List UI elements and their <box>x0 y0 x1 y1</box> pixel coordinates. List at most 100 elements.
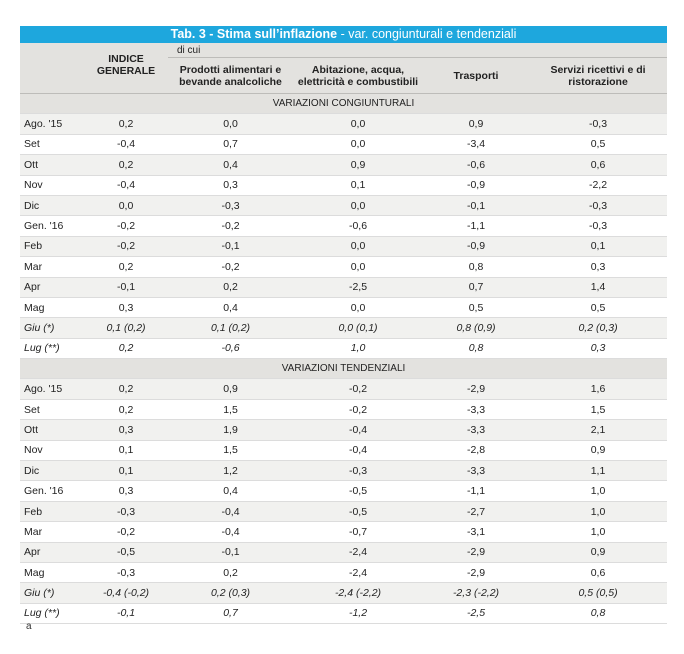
table-row: Ago. '15 0,2 0,9 -0,2 -2,9 1,6 <box>20 378 668 400</box>
table-cell: 0,9 <box>293 154 423 176</box>
table-cell: 0,2 <box>84 256 168 278</box>
table-cell: -0,2 <box>293 399 423 421</box>
section-header-row: VARIAZIONI CONGIUNTURALI <box>20 92 668 115</box>
table-cell: -0,5 <box>84 542 168 563</box>
table-cell: 0,3 <box>168 175 293 196</box>
table-cell: 1,0 <box>293 338 423 360</box>
table-cell: 0,5 <box>529 134 668 156</box>
table-cell: -0,1 <box>84 603 168 625</box>
table-cell: 0,3 <box>529 256 668 278</box>
table-cell: 0,2 (0,3) <box>168 582 293 604</box>
table-cell: -2,3 (-2,2) <box>423 582 529 604</box>
table-cell: 0,1 <box>84 460 168 482</box>
table-row: Feb -0,2 -0,1 0,0 -0,9 0,1 <box>20 236 668 258</box>
table-cell: -0,2 <box>84 236 168 258</box>
table-cell: 0,3 <box>84 419 168 441</box>
table-cell: 1,2 <box>168 460 293 482</box>
header-servizi: Servizi ricettivi e di ristorazione <box>529 57 668 94</box>
table-title: Tab. 3 - Stima sull’inflazione - var. co… <box>20 26 667 43</box>
row-label: Ott <box>20 154 84 176</box>
table-row: Giu (*) 0,1 (0,2) 0,1 (0,2) 0,0 (0,1) 0,8 (0… <box>20 317 668 339</box>
table-cell: -1,2 <box>293 603 423 625</box>
section-1: VARIAZIONI TENDENZIALI Ago. '15 0,2 0,9 -0,2… <box>20 358 668 625</box>
section-header-row: VARIAZIONI TENDENZIALI <box>20 358 668 380</box>
section-label: VARIAZIONI CONGIUNTURALI <box>20 92 668 115</box>
table-cell: 0,2 <box>84 338 168 360</box>
table-cell: -0,3 <box>529 195 668 217</box>
table-cell: -0,1 <box>84 277 168 298</box>
row-label: Gen. '16 <box>20 480 84 502</box>
table-row: Nov 0,1 1,5 -0,4 -2,8 0,9 <box>20 440 668 462</box>
header-trasporti: Trasporti <box>423 57 529 94</box>
row-label: Ott <box>20 419 84 441</box>
row-label: Nov <box>20 440 84 462</box>
footnote: a <box>26 621 32 632</box>
table-cell: 0,3 <box>84 297 168 319</box>
table-cell: 1,5 <box>529 399 668 421</box>
table-cell: 1,5 <box>168 399 293 421</box>
table-cell: 0,8 <box>423 338 529 360</box>
row-label: Apr <box>20 542 84 563</box>
row-label: Mar <box>20 521 84 543</box>
table-cell: 0,9 <box>423 113 529 135</box>
table-cell: -0,6 <box>168 338 293 360</box>
table-row: Gen. '16 -0,2 -0,2 -0,6 -1,1 -0,3 <box>20 215 668 237</box>
table-cell: -0,5 <box>293 501 423 523</box>
table-row: Mag -0,3 0,2 -2,4 -2,9 0,6 <box>20 562 668 584</box>
table-cell: -0,2 <box>293 378 423 400</box>
table-cell: 0,4 <box>168 480 293 502</box>
header-indice-generale: INDICE GENERALE <box>84 43 168 94</box>
table-cell: 1,1 <box>529 460 668 482</box>
table-cell: 2,1 <box>529 419 668 441</box>
row-label: Set <box>20 399 84 421</box>
table-cell: 0,0 <box>293 195 423 217</box>
table-cell: -2,5 <box>423 603 529 625</box>
table-cell: 0,7 <box>168 603 293 625</box>
header-blank <box>20 43 84 94</box>
table-cell: -0,6 <box>423 154 529 176</box>
table-cell: -0,7 <box>293 521 423 543</box>
table-cell: 1,0 <box>529 521 668 543</box>
row-label: Dic <box>20 460 84 482</box>
table-cell: -3,1 <box>423 521 529 543</box>
table-cell: 0,9 <box>529 542 668 563</box>
table-cell: -0,3 <box>84 501 168 523</box>
table-cell: 1,9 <box>168 419 293 441</box>
table-cell: -0,4 <box>168 521 293 543</box>
table-row: Dic 0,0 -0,3 0,0 -0,1 -0,3 <box>20 195 668 217</box>
row-label: Apr <box>20 277 84 298</box>
table-cell: 0,7 <box>423 277 529 298</box>
table-cell: -2,8 <box>423 440 529 462</box>
table-cell: -0,3 <box>84 562 168 584</box>
table-cell: 0,3 <box>529 338 668 360</box>
table-cell: -0,6 <box>293 215 423 237</box>
row-label: Dic <box>20 195 84 217</box>
row-label: Nov <box>20 175 84 196</box>
table-cell: -0,3 <box>168 195 293 217</box>
table-header: INDICE GENERALE di cui Prodotti alimenta… <box>20 43 668 94</box>
table-cell: 0,9 <box>168 378 293 400</box>
row-label: Set <box>20 134 84 156</box>
table-cell: -0,9 <box>423 236 529 258</box>
table-cell: 0,0 (0,1) <box>293 317 423 339</box>
header-alimentari: Prodotti alimentari e bevande analcolich… <box>168 57 293 94</box>
table-cell: 0,2 <box>168 277 293 298</box>
table-cell: 0,2 <box>84 399 168 421</box>
table-row: Feb -0,3 -0,4 -0,5 -2,7 1,0 <box>20 501 668 523</box>
section-0: VARIAZIONI CONGIUNTURALI Ago. '15 0,2 0,0 0,… <box>20 92 668 360</box>
table-cell: -0,2 <box>168 256 293 278</box>
table-row: Lug (**) 0,2 -0,6 1,0 0,8 0,3 <box>20 338 668 360</box>
table-cell: 0,8 <box>423 256 529 278</box>
table-cell: 0,1 (0,2) <box>168 317 293 339</box>
table-cell: -0,4 <box>293 419 423 441</box>
row-label: Gen. '16 <box>20 215 84 237</box>
table-row: Set -0,4 0,7 0,0 -3,4 0,5 <box>20 134 668 156</box>
table-cell: 0,5 <box>529 297 668 319</box>
table-cell: -0,4 <box>84 175 168 196</box>
table-cell: 0,1 <box>84 440 168 462</box>
table-cell: -2,2 <box>529 175 668 196</box>
table-cell: 0,0 <box>84 195 168 217</box>
table-cell: -2,4 <box>293 542 423 563</box>
table-cell: -2,4 (-2,2) <box>293 582 423 604</box>
table-row: Ago. '15 0,2 0,0 0,0 0,9 -0,3 <box>20 113 668 135</box>
